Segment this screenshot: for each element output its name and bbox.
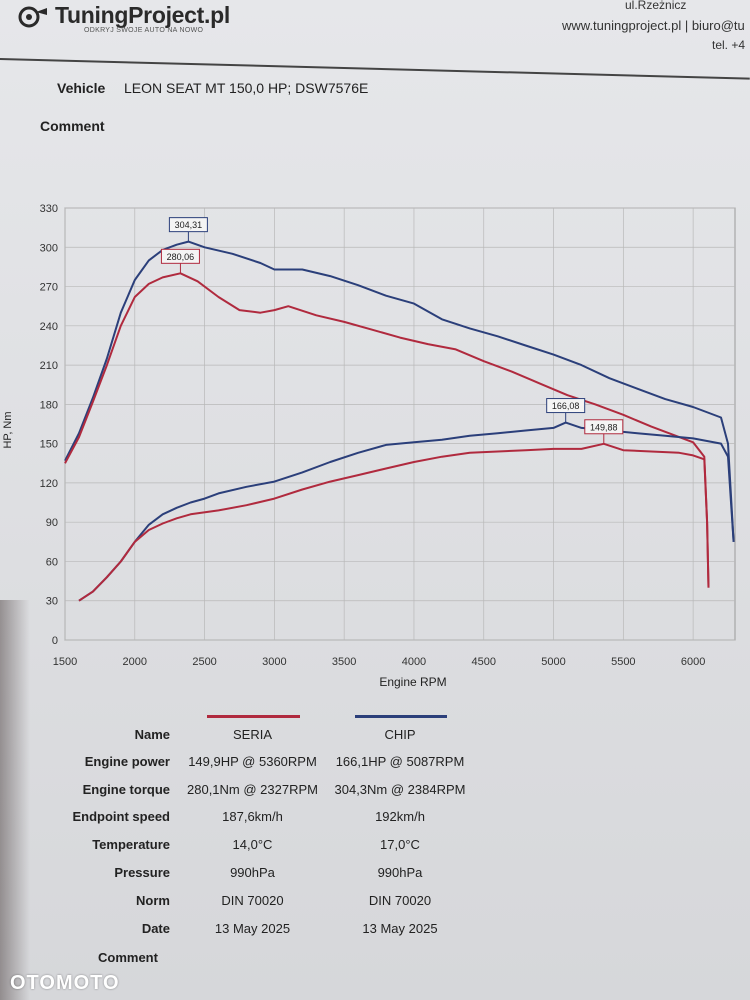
annotation-label: 166,08 — [552, 401, 580, 411]
info-row-label: Norm — [136, 893, 170, 908]
plot-frame — [64, 207, 736, 641]
header: TuningProject.pl ODKRYJ SWOJE AUTO NA NO… — [0, 0, 750, 80]
info-row: Pressure 990hPa 990hPa — [0, 865, 750, 889]
comment-bottom-label: Comment — [98, 950, 158, 965]
y-tick-label: 150 — [40, 439, 58, 451]
info-row: Temperature 14,0°C 17,0°C — [0, 837, 750, 861]
series-line-seria-torque — [64, 272, 710, 588]
y-tick-label: 240 — [40, 321, 58, 333]
series-line-chip-power — [78, 421, 735, 602]
y-tick-label: 120 — [40, 478, 58, 490]
info-row-chip-value: 13 May 2025 — [362, 921, 438, 936]
info-row-seria-value: 187,6km/h — [222, 809, 283, 824]
dyno-chart: 0 30 60 90 120 150 180 210 240 270 300 330 1500 2000 2… — [2, 203, 736, 689]
info-row-name: Name SERIA CHIP — [0, 727, 750, 751]
address: ul.Rzeżnicz — [625, 0, 687, 12]
info-row: Date 13 May 2025 13 May 2025 — [0, 921, 750, 945]
name-label: Name — [134, 727, 170, 742]
annotation-box — [160, 248, 200, 264]
info-row: Engine power 149,9HP @ 5360RPM 166,1HP @ 5… — [0, 754, 750, 778]
series-line-seria-power — [78, 442, 710, 602]
x-tick-label: 4000 — [402, 656, 426, 668]
y-tick-label: 180 — [40, 399, 58, 411]
y-axis-label: HP, Nm — [2, 411, 14, 448]
logo-text: TuningProject.pl — [55, 2, 230, 28]
x-tick-label: 3500 — [332, 656, 356, 668]
chart-ticks: 0 30 60 90 120 150 180 210 240 270 300 330 1500 2000 2… — [40, 203, 706, 668]
info-row-chip-value: 17,0°C — [380, 837, 420, 852]
annotation-box — [584, 419, 624, 435]
telephone: tel. +4 — [712, 38, 746, 52]
series-line-chip-torque — [64, 240, 735, 542]
info-row: Norm DIN 70020 DIN 70020 — [0, 893, 750, 917]
y-tick-label: 330 — [40, 203, 58, 215]
y-tick-label: 90 — [46, 517, 58, 529]
info-row: Engine torque 280,1Nm @ 2327RPM 304,3Nm @ … — [0, 782, 750, 806]
info-row-seria-value: 280,1Nm @ 2327RPM — [187, 782, 318, 797]
info-row-label: Temperature — [92, 837, 170, 852]
x-tick-label: 5500 — [611, 656, 635, 668]
x-tick-label: 2500 — [192, 656, 216, 668]
x-tick-label: 2000 — [123, 656, 147, 668]
chart-annotations: 304,31 280,06 166,08 149,88 — [160, 217, 624, 444]
info-row-label: Pressure — [114, 865, 170, 880]
info-row-seria-value: 14,0°C — [232, 837, 273, 852]
legend-line-seria — [207, 715, 300, 718]
info-row-label: Endpoint speed — [72, 809, 171, 824]
info-row-seria-value: 149,9HP @ 5360RPM — [188, 754, 317, 769]
info-row-label: Engine power — [84, 754, 170, 769]
info-row-chip-value: 990hPa — [377, 865, 423, 880]
chart-grid — [64, 207, 736, 641]
info-row-chip-value: 304,3Nm @ 2384RPM — [334, 782, 466, 797]
annotation-box — [546, 398, 586, 414]
x-tick-label: 3000 — [262, 656, 286, 668]
x-axis-label: Engine RPM — [379, 675, 446, 689]
annotation-label: 149,88 — [590, 422, 618, 432]
slogan: ODKRYJ SWOJE AUTO NA NOWO — [84, 27, 204, 34]
seria-name: SERIA — [232, 727, 272, 742]
y-tick-label: 60 — [46, 556, 58, 568]
y-tick-label: 300 — [40, 242, 58, 254]
info-row-seria-value: 990hPa — [230, 865, 275, 880]
annotation-label: 280,06 — [167, 252, 195, 262]
y-tick-label: 270 — [40, 282, 58, 294]
website: www.tuningproject.pl | biuro@tu — [562, 18, 745, 33]
y-tick-label: 30 — [46, 596, 58, 608]
watermark: OTOMOTO — [10, 972, 120, 994]
info-row: Endpoint speed 187,6km/h 192km/h — [0, 809, 750, 833]
info-row-chip-value: 192km/h — [375, 809, 425, 824]
chip-name: CHIP — [384, 727, 416, 742]
info-row-chip-value: DIN 70020 — [368, 893, 432, 908]
chart-series — [64, 240, 735, 602]
x-tick-label: 5000 — [541, 656, 565, 668]
x-tick-label: 1500 — [53, 656, 77, 668]
y-tick-label: 0 — [52, 635, 58, 647]
annotation-label: 304,31 — [175, 220, 203, 230]
legend-line-chip — [355, 715, 447, 718]
info-row-seria-value: 13 May 2025 — [214, 921, 291, 936]
comment-label: Comment — [40, 118, 105, 134]
info-row-label: Date — [141, 921, 170, 936]
finger-shadow — [0, 600, 30, 1000]
annotation-box — [168, 217, 208, 233]
turbo-logo-icon — [18, 6, 47, 28]
x-tick-label: 4500 — [472, 656, 496, 668]
info-row-label: Engine torque — [82, 782, 170, 797]
vehicle-label: Vehicle — [57, 80, 106, 96]
vehicle-value: LEON SEAT MT 150,0 HP; DSW7576E — [124, 80, 369, 96]
info-row-chip-value: 166,1HP @ 5087RPM — [335, 754, 465, 769]
info-row-seria-value: DIN 70020 — [221, 893, 284, 908]
y-tick-label: 210 — [40, 360, 58, 372]
x-tick-label: 6000 — [681, 656, 705, 668]
